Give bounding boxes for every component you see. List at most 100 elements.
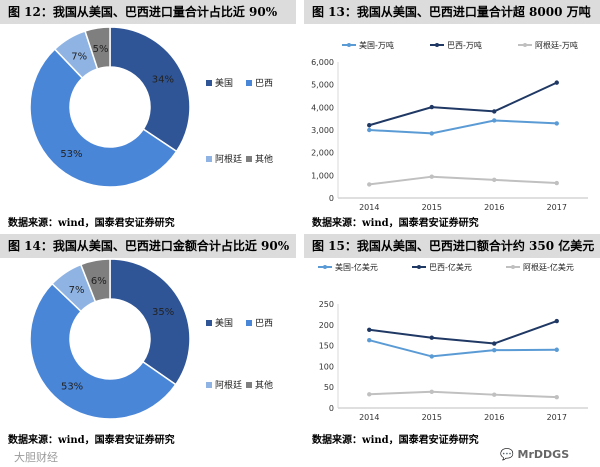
panel-fig15: 图 15：我国从美国、巴西进口额合计约 350 亿美元 0 50 100 150 200… bbox=[304, 234, 600, 467]
y-tick-label: 4,000 bbox=[311, 103, 334, 112]
legend-label: 巴西-亿美元 bbox=[429, 262, 472, 272]
data-point bbox=[367, 327, 372, 332]
line-chart-fig13: 0 1,000 2,000 3,000 4,000 5,000 6,000 2014 2015 2… bbox=[311, 40, 588, 212]
data-point bbox=[554, 347, 559, 352]
y-tick-label: 250 bbox=[319, 300, 334, 309]
legend-swatch bbox=[246, 382, 252, 388]
slice-value-label: 35% bbox=[152, 307, 174, 318]
pie-slice bbox=[29, 282, 177, 420]
legend-marker bbox=[523, 43, 527, 47]
source-note: 数据来源：wind，国泰君安证券研究 bbox=[312, 435, 479, 446]
y-tick-label: 0 bbox=[329, 404, 334, 413]
data-point bbox=[429, 174, 434, 179]
wechat-icon: 💬 bbox=[500, 448, 514, 461]
legend-swatch bbox=[246, 80, 252, 86]
legend-label: 美国-亿美元 bbox=[335, 262, 378, 272]
chart-title: 图 15：我国从美国、巴西进口额合计约 350 亿美元 bbox=[304, 234, 600, 258]
data-point bbox=[367, 123, 372, 128]
line-chart-fig15: 0 50 100 150 200 250 2014 2015 2016 2017 美国-亿美元 巴西-… bbox=[318, 262, 588, 422]
x-tick-label: 2016 bbox=[484, 413, 504, 422]
watermark-right: 💬 MrDDGS bbox=[500, 448, 569, 461]
x-tick-label: 2014 bbox=[359, 203, 379, 212]
legend-label: 其他 bbox=[255, 153, 273, 165]
y-tick-label: 5,000 bbox=[311, 81, 334, 90]
data-point bbox=[492, 177, 497, 183]
legend-marker bbox=[511, 265, 515, 269]
x-tick-label: 2016 bbox=[484, 203, 504, 212]
y-tick-label: 1,000 bbox=[311, 171, 334, 180]
x-tick-label: 2017 bbox=[547, 203, 567, 212]
legend-swatch bbox=[246, 156, 252, 162]
series-line bbox=[369, 175, 557, 186]
pie-slice bbox=[79, 258, 111, 303]
legend-label: 美国 bbox=[215, 317, 233, 329]
legend-label: 阿根廷-万吨 bbox=[535, 40, 578, 50]
data-point bbox=[554, 80, 559, 85]
slice-value-label: 7% bbox=[69, 285, 85, 296]
data-point bbox=[554, 318, 559, 324]
legend-swatch bbox=[206, 156, 212, 162]
legend-marker bbox=[417, 265, 421, 269]
y-tick-label: 2,000 bbox=[311, 149, 334, 158]
pie-slice bbox=[84, 26, 111, 70]
legend-swatch bbox=[206, 80, 212, 86]
data-point bbox=[367, 392, 372, 397]
legend-label: 巴西 bbox=[255, 318, 273, 329]
legend-marker bbox=[435, 43, 439, 47]
chart-title: 图 14：我国从美国、巴西进口金额合计占比近 90% bbox=[0, 234, 296, 258]
data-point bbox=[554, 121, 559, 126]
x-tick-label: 2015 bbox=[422, 203, 442, 212]
y-tick-label: 150 bbox=[319, 342, 334, 351]
legend-label: 其他 bbox=[255, 379, 273, 391]
y-tick-label: 3,000 bbox=[311, 126, 334, 135]
series-line bbox=[368, 339, 557, 358]
legend-label: 美国-万吨 bbox=[359, 40, 394, 50]
y-tick-label: 100 bbox=[319, 362, 334, 371]
y-tick-label: 50 bbox=[324, 383, 334, 392]
data-point bbox=[492, 341, 497, 346]
legend-label: 阿根廷-亿美元 bbox=[523, 262, 574, 272]
legend-label: 巴西 bbox=[255, 78, 273, 89]
slice-value-label: 7% bbox=[71, 52, 87, 63]
x-tick-label: 2014 bbox=[359, 413, 379, 422]
data-point bbox=[429, 354, 434, 359]
slice-value-label: 53% bbox=[60, 149, 82, 160]
data-point bbox=[492, 347, 497, 353]
legend-swatch bbox=[206, 382, 212, 388]
source-note: 数据来源：wind，国泰君安证券研究 bbox=[312, 218, 479, 229]
pie-slice bbox=[109, 26, 191, 153]
legend-marker bbox=[323, 265, 327, 269]
series-line bbox=[368, 81, 558, 127]
watermark-right-label: MrDDGS bbox=[517, 448, 570, 461]
data-point bbox=[429, 104, 434, 110]
slice-value-label: 6% bbox=[91, 276, 107, 287]
source-note: 数据来源：wind，国泰君安证券研究 bbox=[8, 218, 175, 229]
pie-slice bbox=[29, 48, 178, 188]
data-point bbox=[429, 335, 434, 340]
chart-title: 图 12：我国从美国、巴西进口量合计占比近 90% bbox=[0, 0, 296, 24]
source-note: 数据来源：wind，国泰君安证券研究 bbox=[8, 435, 175, 446]
legend-label: 美国 bbox=[215, 77, 233, 89]
x-tick-label: 2015 bbox=[422, 413, 442, 422]
data-point bbox=[429, 131, 434, 136]
chart-title: 图 13：我国从美国、巴西进口量合计超 8000 万吨 bbox=[304, 0, 600, 24]
data-point bbox=[367, 182, 372, 187]
data-point bbox=[492, 118, 497, 123]
y-tick-label: 6,000 bbox=[311, 58, 334, 67]
data-point bbox=[429, 389, 434, 394]
data-point bbox=[492, 109, 497, 114]
slice-value-label: 5% bbox=[93, 44, 109, 55]
series-line bbox=[369, 390, 557, 399]
legend-label: 阿根廷 bbox=[215, 153, 242, 165]
data-point bbox=[492, 392, 497, 397]
slice-value-label: 34% bbox=[152, 75, 174, 86]
data-point bbox=[367, 337, 372, 343]
legend-swatch bbox=[206, 320, 212, 326]
legend-label: 阿根廷 bbox=[215, 379, 242, 391]
slice-value-label: 53% bbox=[61, 381, 83, 392]
data-point bbox=[554, 394, 559, 400]
legend-marker bbox=[347, 43, 351, 47]
panel-fig13: 图 13：我国从美国、巴西进口量合计超 8000 万吨 0 1,000 2,000 3… bbox=[304, 0, 600, 232]
